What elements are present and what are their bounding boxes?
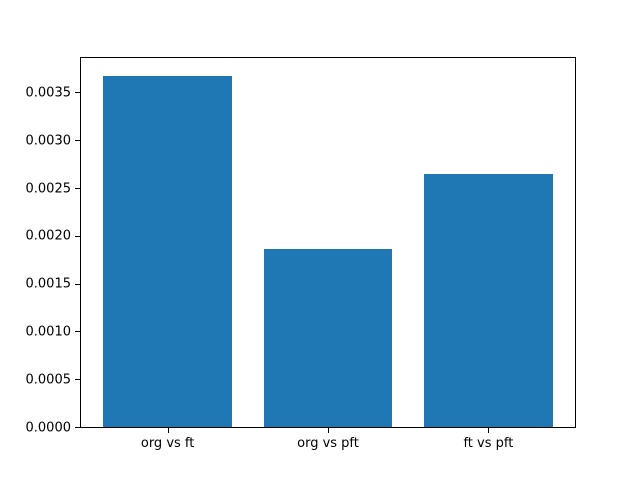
y-tick-mark (75, 235, 80, 237)
y-tick-mark (75, 379, 80, 381)
y-tick-label: 0.0020 (25, 228, 72, 244)
y-tick-mark (75, 427, 80, 428)
y-tick-label: 0.0035 (25, 85, 72, 101)
x-tick-label: ft vs pft (463, 436, 514, 451)
y-tick-label: 0.0030 (25, 133, 72, 149)
y-tick-label: 0.0025 (25, 181, 72, 196)
x-tick-label: org vs pft (297, 436, 359, 451)
y-tick-mark (75, 92, 80, 94)
y-tick-mark (75, 188, 80, 189)
y-tick-mark (75, 140, 80, 142)
y-tick-label: 0.0000 (25, 420, 72, 435)
x-tick-label: org vs ft (140, 436, 195, 451)
y-tick-label: 0.0015 (25, 276, 72, 292)
plot-area (80, 57, 576, 428)
x-tick-mark (328, 428, 329, 433)
bar-ft-vs-pft (424, 173, 553, 427)
y-tick-label: 0.0005 (25, 372, 72, 388)
y-tick-label: 0.0010 (25, 324, 72, 340)
bar-org-vs-ft (103, 76, 232, 427)
x-tick-mark (167, 428, 169, 433)
y-tick-mark (75, 331, 80, 333)
x-tick-mark (488, 428, 490, 433)
y-tick-mark (75, 283, 80, 285)
bar-org-vs-pft (263, 249, 393, 427)
